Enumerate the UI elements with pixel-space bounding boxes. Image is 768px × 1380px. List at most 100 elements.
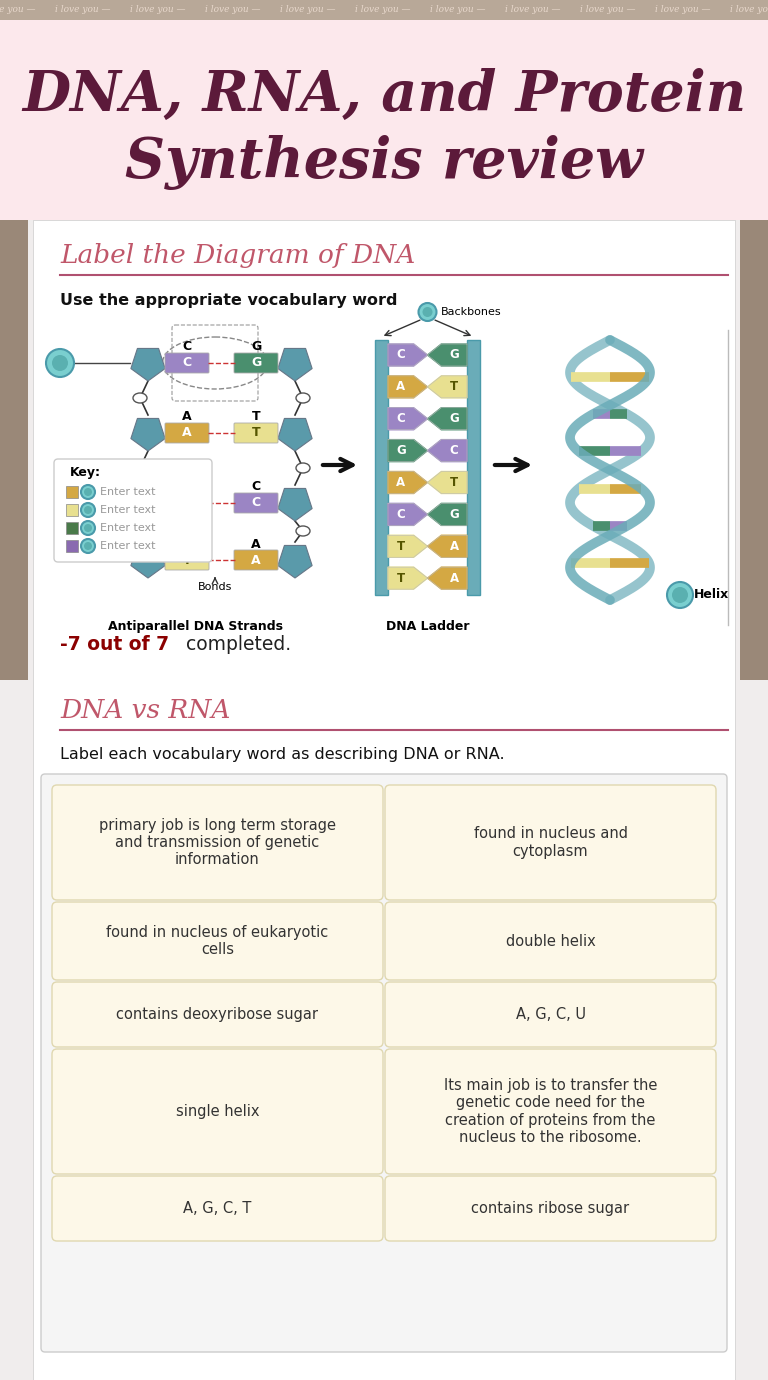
FancyBboxPatch shape [54, 460, 212, 562]
Text: T: T [252, 410, 260, 424]
Polygon shape [278, 348, 312, 381]
Text: Enter text: Enter text [100, 541, 155, 551]
Text: T: T [397, 540, 405, 553]
Polygon shape [428, 375, 467, 397]
Text: Bonds: Bonds [198, 582, 232, 592]
Polygon shape [388, 567, 428, 589]
Polygon shape [131, 418, 165, 451]
FancyBboxPatch shape [385, 1176, 716, 1241]
Circle shape [84, 542, 92, 551]
Text: T: T [183, 553, 191, 567]
Text: C: C [396, 508, 406, 520]
Circle shape [84, 524, 92, 533]
Polygon shape [278, 489, 312, 522]
Circle shape [84, 506, 92, 513]
Text: A, G, C, T: A, G, C, T [184, 1201, 252, 1216]
Text: A: A [396, 381, 406, 393]
Bar [66, 486, 78, 498]
Ellipse shape [133, 526, 147, 535]
Bar [0, 219, 28, 680]
Polygon shape [428, 567, 467, 589]
FancyBboxPatch shape [41, 774, 727, 1352]
Text: Enter text: Enter text [100, 487, 155, 497]
Text: -7 out of 7: -7 out of 7 [60, 636, 169, 654]
Polygon shape [388, 504, 428, 526]
Bar [66, 522, 78, 534]
Text: G: G [182, 480, 192, 494]
Text: A: A [396, 476, 406, 489]
Polygon shape [388, 344, 428, 366]
Text: A: A [251, 537, 261, 551]
Text: G: G [251, 341, 261, 353]
Text: A: A [251, 553, 261, 567]
Polygon shape [428, 472, 467, 494]
Text: i love you —: i love you — [655, 6, 710, 15]
Polygon shape [428, 440, 467, 462]
Circle shape [422, 306, 432, 317]
Text: C: C [396, 349, 406, 362]
Text: single helix: single helix [176, 1104, 260, 1119]
Text: Synthesis review: Synthesis review [125, 135, 643, 190]
Bar [66, 540, 78, 552]
Text: found in nucleus and
cytoplasm: found in nucleus and cytoplasm [474, 827, 627, 858]
Text: Use the appropriate vocabulary word: Use the appropriate vocabulary word [60, 293, 398, 308]
Polygon shape [388, 440, 428, 462]
Text: i love you —: i love you — [205, 6, 260, 15]
Text: G: G [449, 508, 459, 520]
Text: A: A [449, 540, 458, 553]
Text: found in nucleus of eukaryotic
cells: found in nucleus of eukaryotic cells [107, 925, 329, 958]
Text: Backbones: Backbones [441, 306, 502, 317]
FancyBboxPatch shape [234, 551, 278, 570]
Circle shape [419, 304, 436, 322]
Circle shape [81, 484, 95, 500]
Text: C: C [251, 497, 260, 509]
Text: Label the Diagram of DNA: Label the Diagram of DNA [60, 243, 415, 268]
Polygon shape [428, 344, 467, 366]
Polygon shape [388, 535, 428, 558]
FancyBboxPatch shape [165, 424, 209, 443]
Text: A: A [182, 410, 192, 424]
Polygon shape [428, 504, 467, 526]
Text: i love you —: i love you — [505, 6, 561, 15]
Circle shape [81, 540, 95, 553]
Bar [0, 0, 768, 219]
Text: Its main job is to transfer the
genetic code need for the
creation of proteins f: Its main job is to transfer the genetic … [444, 1078, 657, 1145]
FancyBboxPatch shape [52, 1049, 383, 1174]
Polygon shape [131, 489, 165, 522]
Text: i love you —: i love you — [55, 6, 111, 15]
FancyBboxPatch shape [385, 903, 716, 980]
Text: A: A [449, 571, 458, 585]
Circle shape [52, 355, 68, 371]
Text: DNA Ladder: DNA Ladder [386, 620, 469, 633]
Text: G: G [182, 497, 192, 509]
Text: i love you —: i love you — [430, 6, 485, 15]
Text: contains deoxyribose sugar: contains deoxyribose sugar [117, 1007, 319, 1023]
Text: Enter text: Enter text [100, 505, 155, 515]
Text: contains ribose sugar: contains ribose sugar [472, 1201, 630, 1216]
Circle shape [81, 522, 95, 535]
Bar [33, 219, 735, 1380]
Text: Label each vocabulary word as describing DNA or RNA.: Label each vocabulary word as describing… [60, 748, 505, 763]
Text: C: C [183, 341, 191, 353]
Text: A, G, C, U: A, G, C, U [515, 1007, 585, 1023]
Text: Key:: Key: [70, 466, 101, 479]
Ellipse shape [296, 526, 310, 535]
Bar [0, 0, 768, 19]
Text: DNA vs RNA: DNA vs RNA [60, 697, 230, 723]
Text: double helix: double helix [505, 933, 595, 948]
Ellipse shape [133, 393, 147, 403]
FancyBboxPatch shape [165, 493, 209, 513]
Text: G: G [396, 444, 406, 457]
Text: i love you —: i love you — [580, 6, 635, 15]
Bar [375, 339, 388, 595]
Circle shape [46, 349, 74, 377]
FancyBboxPatch shape [385, 785, 716, 900]
Text: C: C [251, 480, 260, 494]
Polygon shape [388, 407, 428, 429]
Circle shape [81, 502, 95, 518]
FancyBboxPatch shape [234, 493, 278, 513]
Ellipse shape [133, 464, 147, 473]
FancyBboxPatch shape [385, 983, 716, 1047]
Text: T: T [252, 426, 260, 439]
Bar [467, 339, 480, 595]
